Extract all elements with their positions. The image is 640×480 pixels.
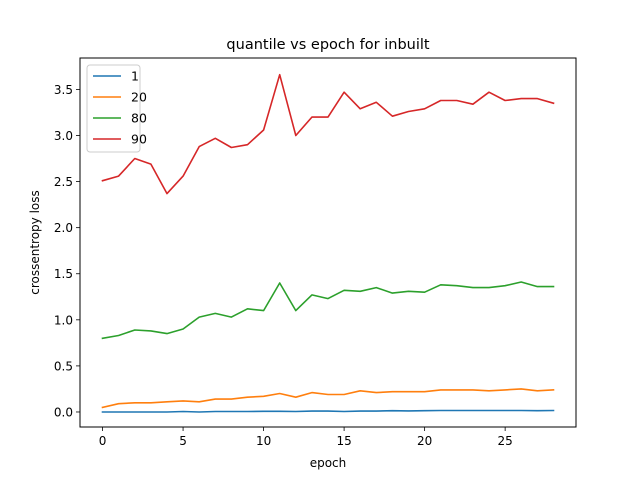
series-line-80 <box>101 281 555 340</box>
series-line-90 <box>101 73 555 195</box>
y-axis-ticks: 0.0 0.5 1.0 1.5 2.0 2.5 3.0 3.5 <box>54 83 80 419</box>
legend-box <box>86 64 141 153</box>
y-tick-label: 3.5 <box>54 83 73 97</box>
plot-area <box>79 57 577 428</box>
y-tick-label: 0.5 <box>54 359 73 373</box>
series-line-20 <box>101 388 555 409</box>
legend-label-1: 1 <box>131 69 139 84</box>
legend-items: 1 20 80 90 <box>93 69 147 147</box>
y-tick-label: 1.5 <box>54 267 73 281</box>
chart-title: quantile vs epoch for inbuilt <box>226 37 429 53</box>
x-tick-label: 0 <box>99 434 107 448</box>
x-axis-ticks: 0 5 10 15 20 25 <box>99 427 513 448</box>
x-tick-label: 5 <box>179 434 187 448</box>
y-tick-label: 1.0 <box>54 313 73 327</box>
y-tick-label: 3.0 <box>54 129 73 143</box>
y-tick-label: 2.0 <box>54 221 73 235</box>
legend-label-90: 90 <box>131 132 147 147</box>
x-axis-label: epoch <box>310 456 347 470</box>
legend-label-80: 80 <box>131 111 147 126</box>
legend-label-20: 20 <box>131 90 147 105</box>
x-tick-label: 10 <box>256 434 271 448</box>
series-line-1 <box>101 409 555 413</box>
legend: 1 20 80 90 <box>86 64 147 153</box>
y-tick-label: 0.0 <box>54 405 73 419</box>
y-tick-label: 2.5 <box>54 175 73 189</box>
series-lines <box>101 73 555 413</box>
plot-frame <box>79 57 577 428</box>
x-tick-label: 15 <box>336 434 351 448</box>
x-tick-label: 20 <box>417 434 432 448</box>
x-tick-label: 25 <box>498 434 513 448</box>
y-axis-label: crossentropy loss <box>28 190 42 295</box>
